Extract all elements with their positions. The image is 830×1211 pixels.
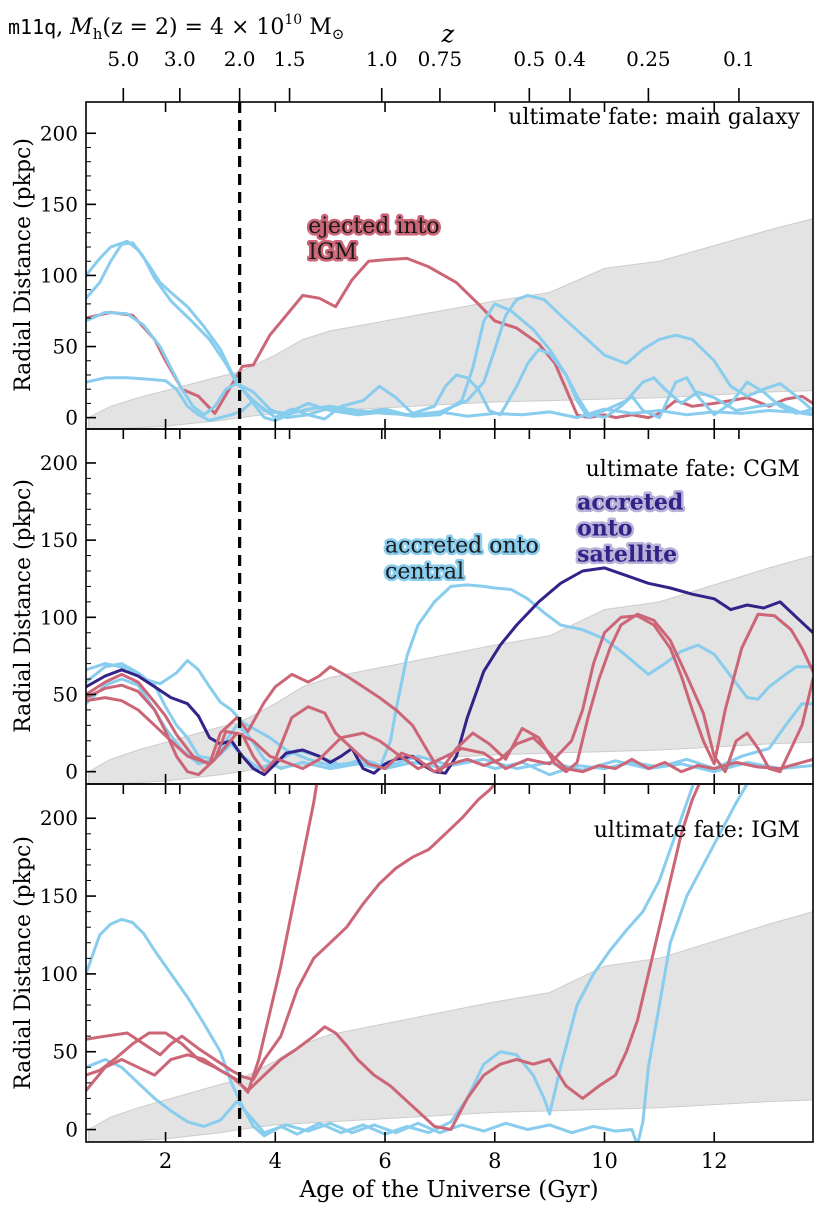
redshift-tick-label: 5.0 [107,47,139,71]
panel-frame [85,783,814,1143]
y-tick-label: 200 [40,806,78,830]
y-axis-label: Radial Distance (pkpc) [11,479,36,733]
redshift-tick-label: 2.0 [224,47,256,71]
x-tick-label: 8 [488,1149,501,1173]
x-tick-labels: 2 4 6 8 10 12 [159,1149,728,1173]
figure-header: m11q, Mh(z = 2) = 4 × 1010 M⊙ [8,12,344,43]
redshift-tick-label: 0.4 [554,47,586,71]
series-line-red-2 [86,784,319,1094]
annotation-navy-1: onto [577,515,633,541]
series-line-blue-4 [86,347,813,422]
y-tick-label: 0 [65,1118,78,1142]
annotation-halo: onto [577,515,633,541]
y-tick-label: 200 [40,451,78,475]
y-tick-label: 200 [40,121,78,145]
redshift-tick-label: 3.0 [164,47,196,71]
x-tick-label: 10 [591,1149,618,1173]
y-tick-label: 0 [65,406,78,430]
galaxy-radius-band [88,555,813,784]
y-tick-label: 100 [40,605,78,629]
redshift-tick-label: 1.0 [366,47,398,71]
redshift-tick-label: 0.1 [723,47,755,71]
galaxy-radius-band [88,218,813,429]
series-line-blue-0 [86,784,695,1138]
y-tick-label: 150 [40,528,78,552]
redshift-tick-label: 1.5 [274,47,306,71]
annotation-halo: accreted [577,489,683,515]
y-tick-label: 150 [40,884,78,908]
y-tick-label: 50 [53,335,78,359]
y-axis-label: Radial Distance (pkpc) [11,836,36,1090]
series-line-red-4 [86,683,813,777]
y-tick-label: 0 [65,760,78,784]
annotation-halo: central [385,559,464,584]
x-tick-label: 12 [701,1149,728,1173]
x-tick-label: 2 [159,1149,172,1173]
panel-title: ultimate fate: CGM [586,457,800,482]
redshift-tick-label: 0.5 [513,47,545,71]
x-tick-label: 4 [269,1149,282,1173]
panel-title: ultimate fate: main galaxy [508,105,800,130]
series-line-red-5 [86,612,813,774]
series-line-blue-2 [86,241,813,420]
annotation-navy-1: accreted [577,489,683,515]
annotation-red-0: ejected into [308,214,439,239]
y-tick-label: 50 [53,682,78,706]
simulation-name: m11q [8,15,56,39]
annotation-halo: accreted onto [385,533,539,558]
panel-igm: 0 50 100 150 200 ultimate fate: IGM Radial D… [11,783,814,1143]
y-axis-label: Radial Distance (pkpc) [11,138,36,392]
y-tick-label: 150 [40,192,78,216]
redshift-axis-label: z [441,20,455,48]
redshift-tick-label: 0.25 [626,47,671,71]
y-tick-label: 50 [53,1040,78,1064]
annotation-halo: ejected into [308,214,439,239]
redshift-tick-label: 0.75 [418,47,463,71]
redshift-tick-labels: 5.0 3.0 2.0 1.5 1.0 0.75 0.5 0.4 0.25 0.1 [107,47,754,71]
annotation-blue-0: accreted onto [385,533,539,558]
series-line-red-3 [86,784,497,1082]
series-line-red-6 [86,612,813,771]
annotation-navy-1: satellite [577,541,677,567]
series-line-red-4 [86,784,701,1131]
annotation-halo: satellite [577,541,677,567]
series-line-blue-0 [86,583,813,771]
x-axis-label: Age of the Universe (Gyr) [298,1177,598,1203]
y-tick-label: 100 [40,962,78,986]
y-tick-label: 100 [40,263,78,287]
annotation-red-0: IGM [308,240,357,265]
x-tick-label: 6 [378,1149,391,1173]
annotation-blue-0: central [385,559,464,584]
panel-cgm: 0 50 100 150 200 ultimate fate: CGM Radial D… [11,428,814,785]
series-line-red-0 [86,256,813,420]
series-line-blue-3 [86,302,813,420]
annotation-halo: IGM [308,240,357,265]
galaxy-radius-band [88,911,813,1142]
panel-title: ultimate fate: IGM [594,818,800,843]
